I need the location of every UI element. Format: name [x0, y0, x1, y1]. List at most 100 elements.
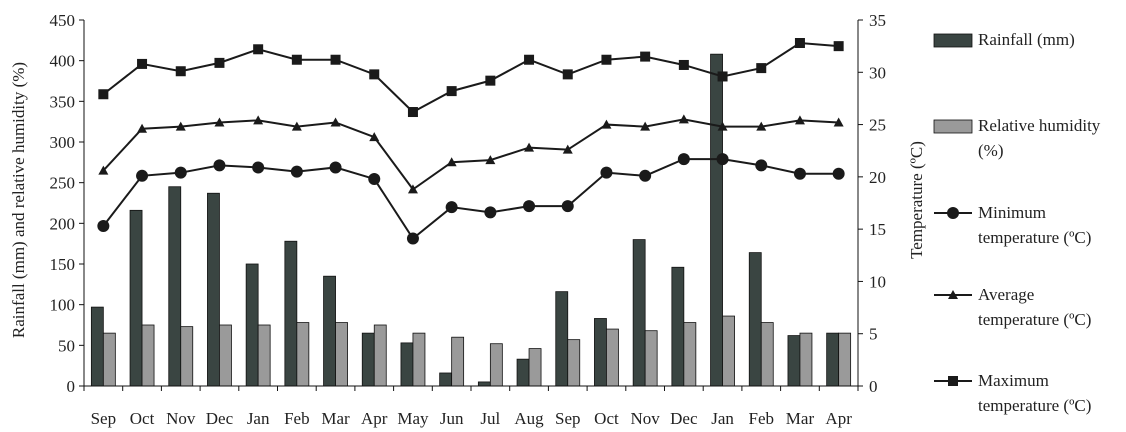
avg-temp-point: [601, 119, 612, 129]
rainfall-bar: [632, 239, 646, 387]
rainfall-bar: [594, 318, 607, 387]
y-tick-label: 300: [50, 133, 76, 152]
min-temp-point: [445, 201, 458, 214]
max-temp-point: [794, 38, 805, 49]
rainfall-bar: [710, 53, 723, 387]
x-tick-label: Mar: [321, 409, 350, 428]
avg-temp-line: [102, 118, 839, 191]
y-tick-label: 150: [50, 255, 76, 274]
x-tick-label: Dec: [670, 409, 698, 428]
humidity-bar: [489, 343, 503, 387]
min-temp-point: [523, 200, 536, 213]
avg-temp-point: [756, 121, 767, 131]
avg-temp-point: [678, 114, 689, 124]
max-temp-point: [253, 44, 264, 55]
max-temp-point: [485, 75, 496, 86]
x-tick-label: Apr: [361, 409, 388, 428]
min-temp-point: [484, 206, 497, 219]
rainfall-bar: [284, 240, 298, 387]
avg-temp-point: [137, 123, 148, 133]
avg-temp-point: [369, 132, 380, 142]
avg-temp-point: [485, 155, 496, 165]
rainfall-bar: [90, 306, 104, 387]
min-temp-point: [406, 232, 419, 245]
x-tick-label: Mar: [786, 409, 815, 428]
avg-temp-point: [330, 117, 341, 127]
legend-label: Average: [978, 285, 1034, 304]
max-temp-point: [137, 58, 148, 69]
humidity-bar: [335, 322, 348, 387]
rainfall-bar: [748, 252, 762, 387]
y2-tick-label: 10: [869, 272, 886, 291]
x-tick-label: Oct: [130, 409, 155, 428]
min-temp-point: [252, 161, 265, 174]
avg-temp-point: [794, 115, 805, 125]
lines-layer: [97, 38, 845, 245]
x-tick-label: Aug: [514, 409, 544, 428]
legend-label: Rainfall (mm): [978, 30, 1075, 49]
avg-temp-point: [717, 121, 728, 131]
y-tick-label: 200: [50, 214, 76, 233]
humidity-bar: [180, 326, 194, 387]
y-tick-label: 250: [50, 174, 76, 193]
rainfall-bar: [207, 192, 220, 387]
x-tick-label: Dec: [206, 409, 234, 428]
avg-temp-point: [640, 121, 651, 131]
max-temp-point: [678, 59, 689, 70]
x-tick-label: Apr: [825, 409, 852, 428]
min-temp-point: [639, 169, 652, 182]
max-temp-point: [407, 107, 418, 118]
max-temp-point: [717, 71, 728, 82]
ticks-layer: 0 50 100 150 200 250 300 350 400 450 0 5 10 15 20 25 30 3…: [50, 11, 887, 428]
humidity-bar: [838, 332, 852, 387]
max-temp-point: [640, 51, 651, 62]
max-temp-point: [291, 54, 302, 65]
min-temp-point: [290, 165, 303, 178]
y2-tick-label: 35: [869, 11, 886, 30]
rainfall-bar: [439, 372, 453, 387]
humidity-bar: [296, 322, 310, 387]
y2-tick-label: 15: [869, 220, 886, 239]
legend-min-marker: [947, 207, 959, 219]
x-tick-label: Feb: [284, 409, 310, 428]
rainfall-bar: [671, 266, 685, 387]
max-temp-point: [524, 54, 535, 65]
y2-tick-label: 30: [869, 63, 886, 82]
max-temp-point: [369, 69, 380, 80]
avg-temp-point: [833, 117, 844, 127]
x-tick-label: Jun: [440, 409, 464, 428]
y2-tick-label: 20: [869, 168, 886, 187]
max-temp-point: [601, 54, 612, 65]
x-tick-label: Sep: [91, 409, 117, 428]
y2-axis-title: Temperature (ºC): [907, 141, 926, 259]
avg-temp-point: [407, 184, 418, 194]
humidity-bar: [567, 339, 581, 387]
humidity-bar: [799, 332, 813, 387]
x-tick-label: Jan: [247, 409, 270, 428]
min-temp-point: [755, 159, 768, 172]
rainfall-bar: [400, 342, 414, 387]
x-tick-label: Feb: [749, 409, 775, 428]
x-tick-label: May: [397, 409, 429, 428]
avg-temp-point: [291, 121, 302, 131]
y2-tick-label: 0: [869, 377, 878, 396]
x-tick-label: Jul: [480, 409, 500, 428]
legend-humidity-swatch: [933, 119, 973, 134]
y-tick-label: 0: [67, 377, 76, 396]
avg-temp-point: [562, 144, 573, 154]
humidity-bar: [606, 328, 619, 387]
humidity-bar: [373, 324, 387, 387]
min-temp-point: [174, 166, 187, 179]
legend-label: temperature (ºC): [978, 396, 1091, 415]
x-tick-label: Jan: [711, 409, 734, 428]
legend-label: temperature (ºC): [978, 228, 1091, 247]
rainfall-bar: [129, 209, 143, 387]
min-temp-point: [136, 169, 149, 182]
y-axis-title: Rainfall (mm) and relative humidity (%): [9, 62, 28, 338]
rainfall-bar: [245, 263, 259, 387]
rainfall-bar: [826, 332, 840, 387]
max-temp-point: [756, 63, 767, 74]
humidity-bar: [644, 330, 658, 387]
min-temp-point: [832, 167, 845, 180]
y-tick-label: 50: [58, 336, 75, 355]
